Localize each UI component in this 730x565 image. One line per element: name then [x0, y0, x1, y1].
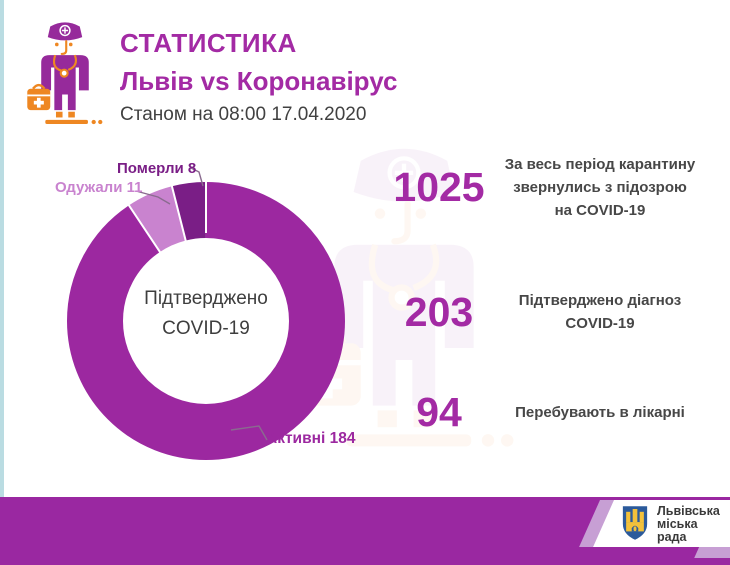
stat-row-suspected: 1025 За весь період карантину звернулись…	[383, 147, 705, 227]
lviv-coat-of-arms-icon	[622, 506, 648, 540]
stat-label-line: звернулись з підозрою	[513, 178, 687, 196]
callout-died: Померли 8	[117, 160, 197, 177]
donut-center-line1: Підтверджено	[144, 288, 268, 309]
stat-label-line: COVID-19	[565, 315, 635, 332]
stat-label-line: Підтверджено діагноз	[518, 292, 682, 309]
donut-center-label: Підтверджено COVID-19	[106, 284, 306, 344]
left-edge-accent-strip	[0, 0, 4, 565]
segment-separators	[126, 181, 207, 255]
badge-org-line: міська	[657, 517, 698, 531]
stat-row-confirmed: 203 Підтверджено діагноз COVID-19	[383, 272, 705, 352]
page-title: СТАТИСТИКА	[120, 28, 297, 58]
stat-label-hospitalized: Перебувають в лікарні	[495, 401, 705, 424]
badge-org-caption: Львівська міська рада	[657, 505, 720, 544]
stat-value-hospitalized: 94	[416, 388, 462, 435]
callout-active: Активні 184	[266, 430, 356, 447]
stat-value-suspected: 1025	[393, 163, 485, 210]
page-subtitle: Львів vs Коронавірус	[120, 66, 398, 96]
badge-org-line: Львівська	[657, 504, 720, 518]
stat-label-line: За весь період карантину	[504, 155, 696, 173]
stat-value-confirmed: 203	[404, 288, 474, 335]
stat-row-hospitalized: 94 Перебувають в лікарні	[383, 372, 705, 452]
timestamp-line: Станом на 08:00 17.04.2020	[120, 104, 367, 125]
badge-org-line: рада	[657, 530, 687, 544]
donut-center-line2: COVID-19	[162, 318, 250, 339]
callout-recovered: Одужали 11	[55, 179, 143, 196]
stat-label-suspected: За весь період карантину звернулись з пі…	[495, 153, 705, 222]
doctor-icon	[24, 16, 106, 132]
stat-label-line: на COVID-19	[554, 201, 646, 219]
stat-label-line: Перебувають в лікарні	[515, 403, 685, 421]
stat-label-confirmed: Підтверджено діагноз COVID-19	[495, 289, 705, 335]
covid-donut-chart	[67, 181, 345, 460]
